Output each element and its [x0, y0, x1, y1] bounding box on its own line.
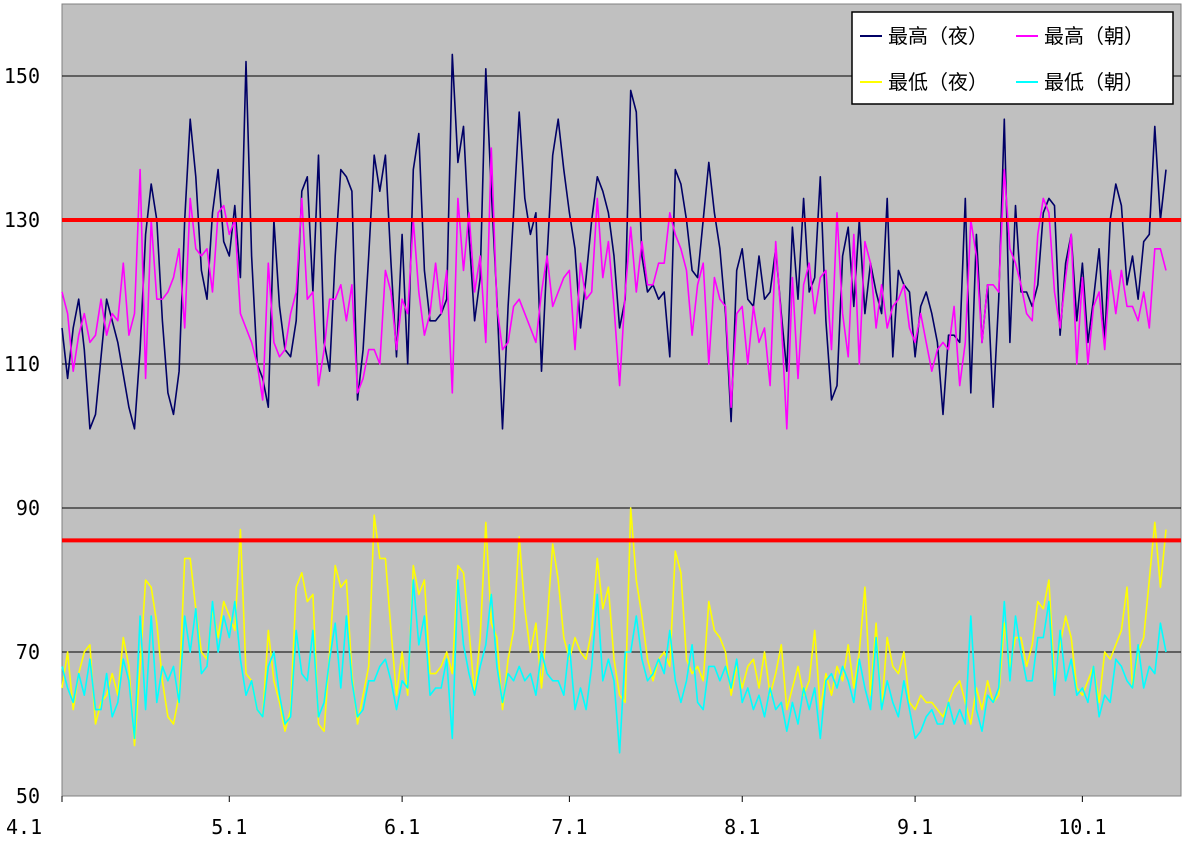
- x-tick-label: 7.1: [551, 815, 587, 839]
- legend-label-0: 最高（夜）: [888, 24, 988, 48]
- legend-label-1: 最高（朝）: [1044, 24, 1144, 48]
- legend-label-2: 最低（夜）: [888, 70, 988, 94]
- x-axis-tick-labels: 4.1 5.1 6.1 7.1 8.1 9.1 10.1: [6, 796, 1106, 839]
- y-tick-label-90: 90: [16, 496, 40, 520]
- x-tick-label: 4.1: [6, 815, 42, 839]
- x-tick-label: 9.1: [897, 815, 933, 839]
- x-tick-label: 10.1: [1058, 815, 1106, 839]
- y-tick-label-150: 150: [4, 64, 40, 88]
- legend: 最高（夜） 最高（朝） 最低（夜） 最低（朝）: [851, 11, 1174, 105]
- x-tick-label: 8.1: [724, 815, 760, 839]
- legend-box: [851, 11, 1174, 105]
- reference-lines: [62, 218, 1181, 543]
- series-line-3: [61, 579, 1167, 754]
- series-line-2: [61, 507, 1167, 747]
- x-tick-label: 5.1: [211, 815, 247, 839]
- y-axis-tick-labels: 50 70 90 110 130 150: [4, 64, 40, 808]
- y-tick-label-130: 130: [4, 208, 40, 232]
- series-lines: [61, 53, 1167, 754]
- y-tick-label-110: 110: [4, 352, 40, 376]
- y-tick-label-70: 70: [16, 640, 40, 664]
- x-tick-label: 6.1: [384, 815, 420, 839]
- series-line-1: [61, 147, 1167, 430]
- legend-label-3: 最低（朝）: [1044, 70, 1144, 94]
- y-tick-label-50: 50: [16, 784, 40, 808]
- plot-area: [61, 3, 1182, 797]
